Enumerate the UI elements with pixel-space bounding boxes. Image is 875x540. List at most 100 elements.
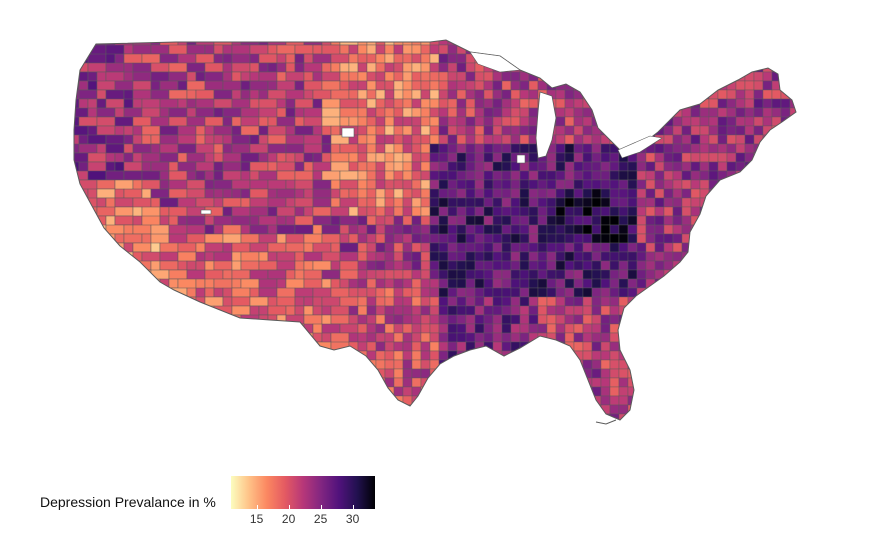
county-shape [708,341,719,352]
county-shape [708,224,719,235]
county-shape [645,152,656,163]
county-shape [519,80,530,91]
county-shape [429,107,440,118]
county-shape [384,341,395,352]
county-shape [357,395,368,406]
county-shape [384,53,395,64]
county-shape [582,170,593,181]
county-shape [799,360,808,369]
county-shape [411,242,422,253]
county-shape [501,404,512,415]
county-shape [681,44,692,55]
county-shape [780,260,791,271]
county-shape [105,161,116,172]
county-shape [708,215,719,226]
county-shape [646,423,655,432]
county-shape [87,368,107,379]
county-shape [609,116,620,127]
county-shape [474,386,485,397]
county-shape [789,197,796,208]
county-shape [582,314,593,325]
county-shape [213,98,233,109]
county-shape [627,296,638,307]
county-shape [447,377,458,388]
county-shape [672,233,683,244]
county-shape [582,206,593,217]
county-shape [718,423,727,432]
county-shape [735,305,746,316]
county-shape [222,287,233,298]
county-shape [240,350,260,370]
county-shape [429,395,440,406]
county-shape [87,395,98,406]
county-shape [357,152,368,163]
county-shape [672,386,683,397]
county-shape [555,134,566,145]
county-shape [771,332,782,343]
county-shape [690,44,701,55]
county-shape [123,269,143,289]
county-shape [600,269,611,280]
county-shape [330,53,350,64]
county-shape [159,215,170,226]
county-shape [465,269,476,280]
county-shape [690,53,701,64]
county-shape [96,314,107,325]
county-shape [762,368,773,379]
county-shape [267,116,278,127]
county-shape [564,206,575,217]
county-shape [799,54,808,63]
county-shape [501,260,512,271]
county-shape [600,287,611,298]
county-shape [519,242,530,253]
county-shape [303,40,323,46]
county-shape [636,224,647,235]
county-shape [411,233,422,244]
county-shape [717,341,728,352]
county-shape [375,107,386,118]
county-shape [285,71,305,82]
county-shape [438,143,449,154]
county-shape [799,243,808,252]
county-shape [546,188,557,199]
county-shape [528,251,539,262]
county-shape [510,332,521,343]
county-shape [222,44,233,55]
county-shape [564,413,575,420]
county-shape [735,161,746,172]
county-shape [96,269,107,280]
county-shape [645,80,656,91]
county-shape [330,40,341,46]
county-shape [789,305,796,316]
county-shape [231,98,251,109]
county-shape [213,323,233,334]
county-shape [627,107,638,118]
county-shape [141,323,161,343]
county-shape [699,170,710,181]
county-shape [420,224,431,235]
county-shape [510,251,521,262]
county-shape [492,80,503,91]
county-shape [753,251,764,262]
county-shape [771,224,782,235]
county-shape [114,386,125,397]
county-shape [708,62,719,73]
county-shape [384,71,395,82]
county-shape [177,80,188,91]
county-shape [546,206,557,217]
county-shape [474,161,485,172]
county-shape [528,350,539,361]
county-shape [159,314,179,325]
county-shape [673,423,682,432]
county-shape [672,314,683,325]
county-shape [771,260,782,271]
county-shape [555,251,566,262]
county-shape [240,386,251,406]
county-shape [339,233,350,244]
county-shape [474,107,485,118]
county-shape [483,332,494,343]
county-shape [114,251,125,262]
county-shape [159,143,179,154]
county-shape [366,98,377,109]
county-shape [186,188,206,199]
